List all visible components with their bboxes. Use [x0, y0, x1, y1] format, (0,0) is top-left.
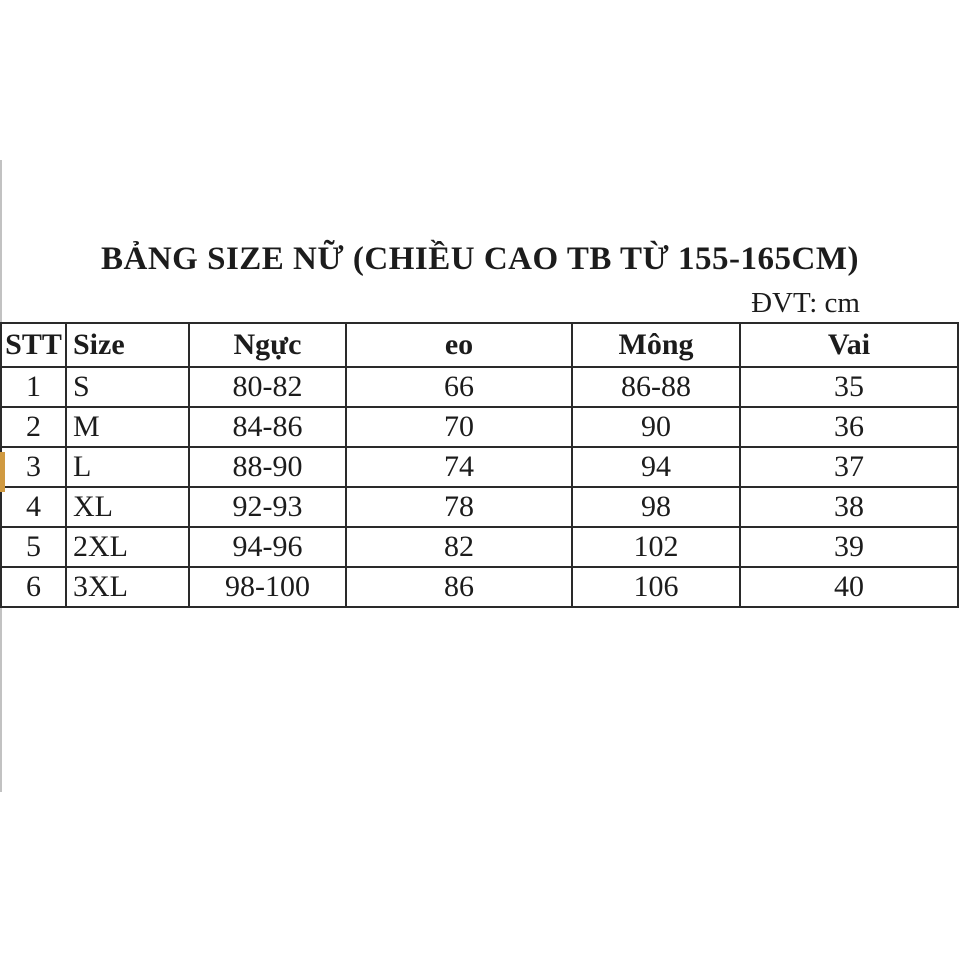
cell-vai: 37 [739, 446, 959, 488]
cell-mong: 106 [571, 566, 741, 608]
cell-eo: 70 [345, 406, 573, 448]
cell-size: 2XL [65, 526, 190, 568]
cell-eo: 82 [345, 526, 573, 568]
cell-stt: 4 [0, 486, 67, 528]
cell-vai: 36 [739, 406, 959, 448]
cell-size: 3XL [65, 566, 190, 608]
cell-vai: 38 [739, 486, 959, 528]
cell-mong: 98 [571, 486, 741, 528]
cell-stt: 2 [0, 406, 67, 448]
table-row: 1 S 80-82 66 86-88 35 [0, 366, 959, 408]
col-header-mong: Mông [571, 322, 741, 368]
cell-eo: 86 [345, 566, 573, 608]
cell-mong: 90 [571, 406, 741, 448]
cell-nguc: 98-100 [188, 566, 347, 608]
col-header-vai: Vai [739, 322, 959, 368]
cell-eo: 74 [345, 446, 573, 488]
cell-mong: 86-88 [571, 366, 741, 408]
cell-eo: 66 [345, 366, 573, 408]
table-row: 2 M 84-86 70 90 36 [0, 406, 959, 448]
table-row: 5 2XL 94-96 82 102 39 [0, 526, 959, 568]
header-row: STT Size Ngực eo Mông Vai [0, 322, 959, 368]
cell-stt: 1 [0, 366, 67, 408]
col-header-stt: STT [0, 322, 67, 368]
cell-vai: 35 [739, 366, 959, 408]
page-title: BẢNG SIZE NỮ (CHIỀU CAO TB TỪ 155-165CM) [101, 241, 859, 277]
table-row: 6 3XL 98-100 86 106 40 [0, 566, 959, 608]
cell-size: XL [65, 486, 190, 528]
cell-nguc: 94-96 [188, 526, 347, 568]
cell-stt: 6 [0, 566, 67, 608]
col-header-nguc: Ngực [188, 322, 347, 368]
cell-nguc: 84-86 [188, 406, 347, 448]
cell-stt: 3 [0, 446, 67, 488]
cell-size: L [65, 446, 190, 488]
cell-eo: 78 [345, 486, 573, 528]
col-header-eo: eo [345, 322, 573, 368]
table-row: 4 XL 92-93 78 98 38 [0, 486, 959, 528]
col-header-size: Size [65, 322, 190, 368]
table-row: 3 L 88-90 74 94 37 [0, 446, 959, 488]
cell-size: S [65, 366, 190, 408]
size-chart-table: STT Size Ngực eo Mông Vai 1 S 80-82 66 8… [0, 322, 959, 608]
scan-artifact-mark [0, 452, 5, 492]
cell-vai: 39 [739, 526, 959, 568]
cell-size: M [65, 406, 190, 448]
cell-vai: 40 [739, 566, 959, 608]
cell-mong: 102 [571, 526, 741, 568]
cell-mong: 94 [571, 446, 741, 488]
cell-nguc: 92-93 [188, 486, 347, 528]
unit-note: ĐVT: cm [751, 287, 860, 319]
cell-nguc: 88-90 [188, 446, 347, 488]
cell-stt: 5 [0, 526, 67, 568]
cell-nguc: 80-82 [188, 366, 347, 408]
